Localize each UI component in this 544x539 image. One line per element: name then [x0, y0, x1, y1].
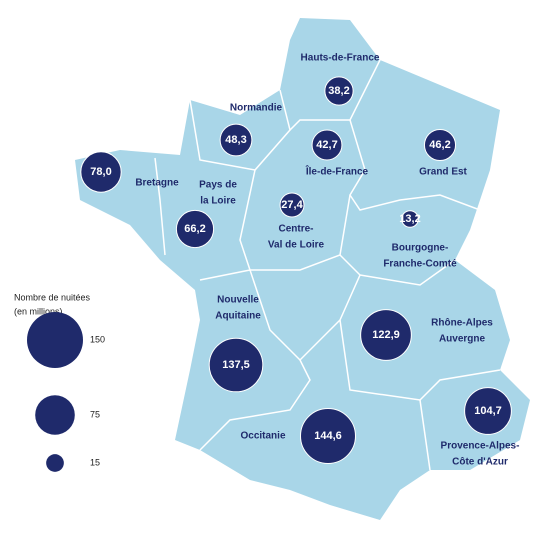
region-name: Rhône-Alpes: [431, 318, 493, 329]
value-label: 46,2: [429, 139, 450, 151]
value-label: 144,6: [314, 430, 342, 442]
bubble: [175, 209, 215, 249]
region-name: Auvergne: [439, 334, 486, 345]
bubble: [401, 210, 419, 228]
value-label: 13,2: [399, 213, 420, 225]
region-name: Centre-: [278, 224, 313, 235]
bubble: [208, 337, 264, 393]
value-label: 137,5: [222, 359, 250, 371]
region-name: Bretagne: [135, 178, 179, 189]
value-label: 48,3: [225, 134, 246, 146]
region-name: Franche-Comté: [383, 259, 457, 270]
region-name: Hauts-de-France: [301, 53, 380, 64]
bubble: [300, 408, 356, 464]
value-label: 27,4: [281, 199, 303, 211]
region-name: Provence-Alpes-: [441, 441, 520, 452]
legend-bubble: [35, 395, 75, 435]
legend-bubble: [46, 454, 64, 472]
bubble: [311, 129, 343, 161]
value-label: 38,2: [328, 85, 349, 97]
legend-label: 150: [90, 334, 105, 344]
legend-label: 75: [90, 409, 100, 419]
bubble: [464, 387, 512, 435]
value-label: 78,0: [90, 166, 111, 178]
legend-bubble: [27, 312, 83, 368]
region-name: Pays de: [199, 180, 237, 191]
bubble: [80, 151, 122, 193]
region-name: Aquitaine: [215, 311, 261, 322]
legend-label: 15: [90, 457, 100, 467]
bubble: [423, 128, 457, 162]
region-name: Côte d'Azur: [452, 457, 508, 468]
region-name: Nouvelle: [217, 295, 259, 306]
value-label: 122,9: [372, 329, 400, 341]
region-name: Occitanie: [240, 431, 285, 442]
region-name: Bourgogne-: [392, 243, 449, 254]
bubble: [219, 123, 253, 157]
region-name: la Loire: [200, 196, 236, 207]
region-borders: [154, 59, 501, 471]
bubble: [324, 76, 354, 106]
value-label: 104,7: [474, 405, 502, 417]
region-name: Val de Loire: [268, 240, 325, 251]
region-name: Île-de-France: [305, 165, 369, 178]
value-label: 66,2: [184, 223, 205, 235]
region-name: Normandie: [230, 103, 283, 114]
region-name: Grand Est: [419, 167, 467, 178]
legend-title: (en millions): [14, 306, 63, 316]
value-label: 42,7: [316, 139, 337, 151]
legend-title: Nombre de nuitées: [14, 292, 91, 302]
bubble: [360, 309, 412, 361]
bubble: [279, 192, 305, 218]
